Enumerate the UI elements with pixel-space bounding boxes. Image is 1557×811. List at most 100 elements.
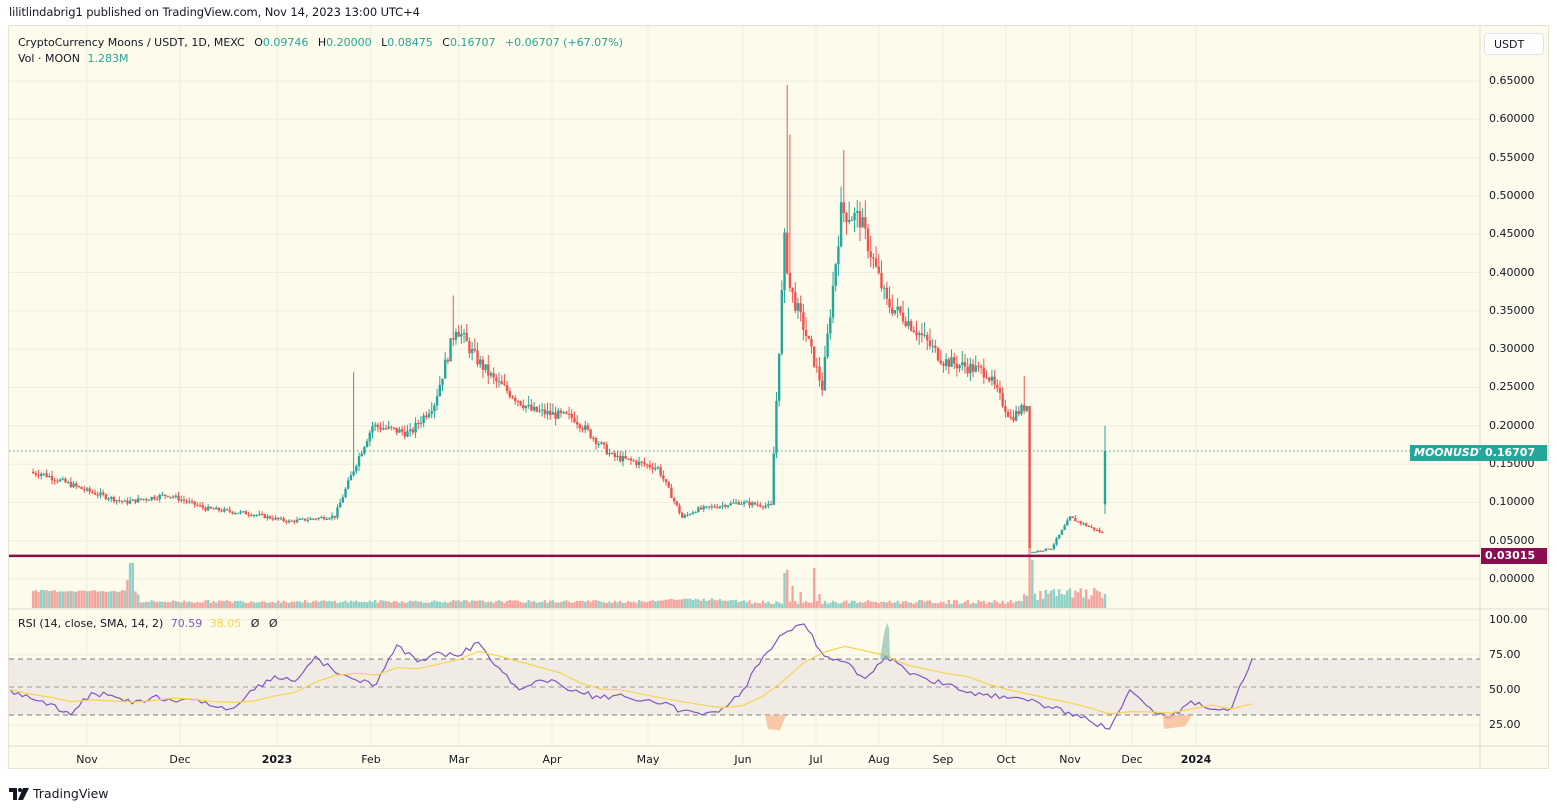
volume-bar [724,600,727,608]
candle-body [48,476,51,478]
candle-body [699,507,703,510]
volume-bar [303,600,307,608]
volume-bar [206,600,210,608]
volume-bar [629,601,633,608]
candle-body [403,431,406,437]
volume-bar [608,601,611,608]
candle-body [842,202,845,214]
rsi-title[interactable]: RSI (14, close, SMA, 14, 2) [18,617,164,630]
volume-bar [50,590,54,608]
time-axis-tick: Mar [448,753,470,766]
candle-body [732,502,735,504]
volume-bar [772,603,775,608]
volume-bar [112,590,116,608]
volume-bar [969,603,972,608]
volume-bar [786,570,789,608]
rsi-upper-band-value: Ø [250,617,260,630]
volume-bar [705,600,708,608]
candle-body [295,519,299,523]
last-price-ticker-tag: MOONUSDT [1410,445,1491,461]
volume-bar [244,602,248,608]
candle-body [231,511,234,514]
volume-bar [365,602,369,608]
candle-body [169,496,172,498]
candle-body [96,494,99,496]
volume-bar [691,600,695,608]
volume-bar [885,602,889,608]
candle-body [670,487,673,499]
volume-label[interactable]: Vol · MOON [18,52,80,65]
candle-body [274,517,277,520]
volume-bar [352,601,355,608]
volume-bar [368,600,371,608]
volume-bar [104,591,108,608]
candle-body [575,422,579,425]
volume-bar [961,603,964,608]
volume-bar [605,602,608,608]
volume-bar [791,586,794,608]
candle-body [61,478,64,480]
candle-body [788,272,792,288]
volume-bar [314,600,318,608]
volume-bar [1014,601,1018,608]
volume-bar [215,602,218,608]
tradingview-brand[interactable]: TradingView [33,786,109,801]
volume-bar [180,602,183,608]
candle-body [920,333,924,336]
volume-bar [1006,602,1010,608]
volume-bar [804,601,808,608]
volume-bar [508,600,512,608]
volume-bar [882,602,886,608]
volume-bar [737,602,740,608]
volume-bar [864,601,867,608]
volume-bar [139,602,143,608]
time-axis-tick: Jul [809,753,823,766]
candle-body [400,429,404,432]
candle-body [675,501,678,506]
candle-body [783,232,786,291]
volume-bar [411,601,415,608]
candle-body [120,500,124,502]
candle-body [136,498,140,503]
volume-bar [1063,594,1066,608]
volume-bar [295,601,299,608]
volume-bar [417,601,420,608]
volume-bar [88,591,91,608]
volume-bar [659,600,662,608]
volume-bar [899,603,902,608]
candle-body [724,505,727,507]
volume-bar [344,600,347,608]
volume-bar [452,600,455,608]
volume-bar [403,602,406,608]
rsi-overbought-fill [880,622,890,659]
price-axis-tick: 0.05000 [1489,533,1535,547]
candle-body [942,363,945,366]
currency-button[interactable]: USDT [1484,33,1544,55]
candle-body [810,338,813,347]
candle-body [1066,520,1069,526]
volume-bar [662,600,665,608]
candle-body [780,290,784,354]
volume-bar [349,600,353,608]
volume-bar [217,600,221,608]
symbol-title[interactable]: CryptoCurrency Moons / USDT, 1D, MEXC [18,36,245,49]
volume-bar [242,601,245,608]
candle-body [654,467,657,470]
candle-body [786,232,789,273]
candle-body [672,498,676,502]
candle-body [1028,406,1031,553]
volume-bar [1049,590,1053,608]
candle-body [233,512,237,514]
candle-body [503,384,506,386]
candle-body [896,306,899,311]
candle-body [322,517,326,520]
volume-bar [532,601,536,608]
volume-bar [328,600,331,608]
volume-bar [503,602,506,608]
candle-body [427,413,431,418]
candle-body [985,377,988,379]
candle-body [702,506,705,510]
volume-bar [850,600,854,608]
volume-bar [522,602,525,608]
